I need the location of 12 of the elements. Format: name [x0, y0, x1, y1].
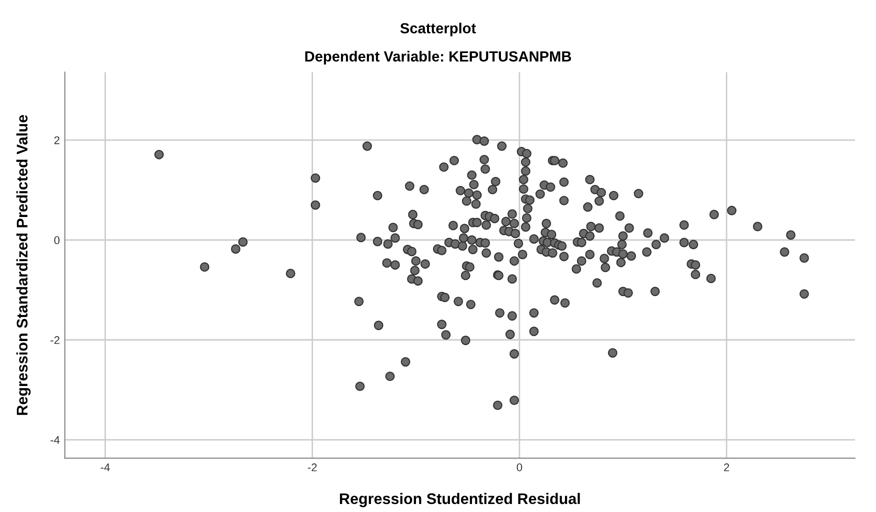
x-tick-label: 0 — [516, 463, 522, 472]
y-tick-label: 2 — [54, 136, 60, 144]
x-tick-label: 2 — [724, 463, 730, 472]
y-tick-label: -2 — [50, 336, 60, 344]
x-tick-label: -2 — [308, 463, 317, 472]
y-tick-label: -4 — [50, 436, 60, 444]
y-axis-title: Regression Standardized Predicted Value — [16, 115, 31, 415]
x-tick-label: -4 — [100, 464, 110, 472]
chart-title: Scatterplot — [400, 22, 476, 36]
x-axis-title: Regression Studentized Residual — [340, 492, 580, 508]
y-tick-label: 0 — [54, 236, 60, 244]
chart-subtitle: Dependent Variable: KEPUTUSANPMB — [305, 50, 572, 64]
